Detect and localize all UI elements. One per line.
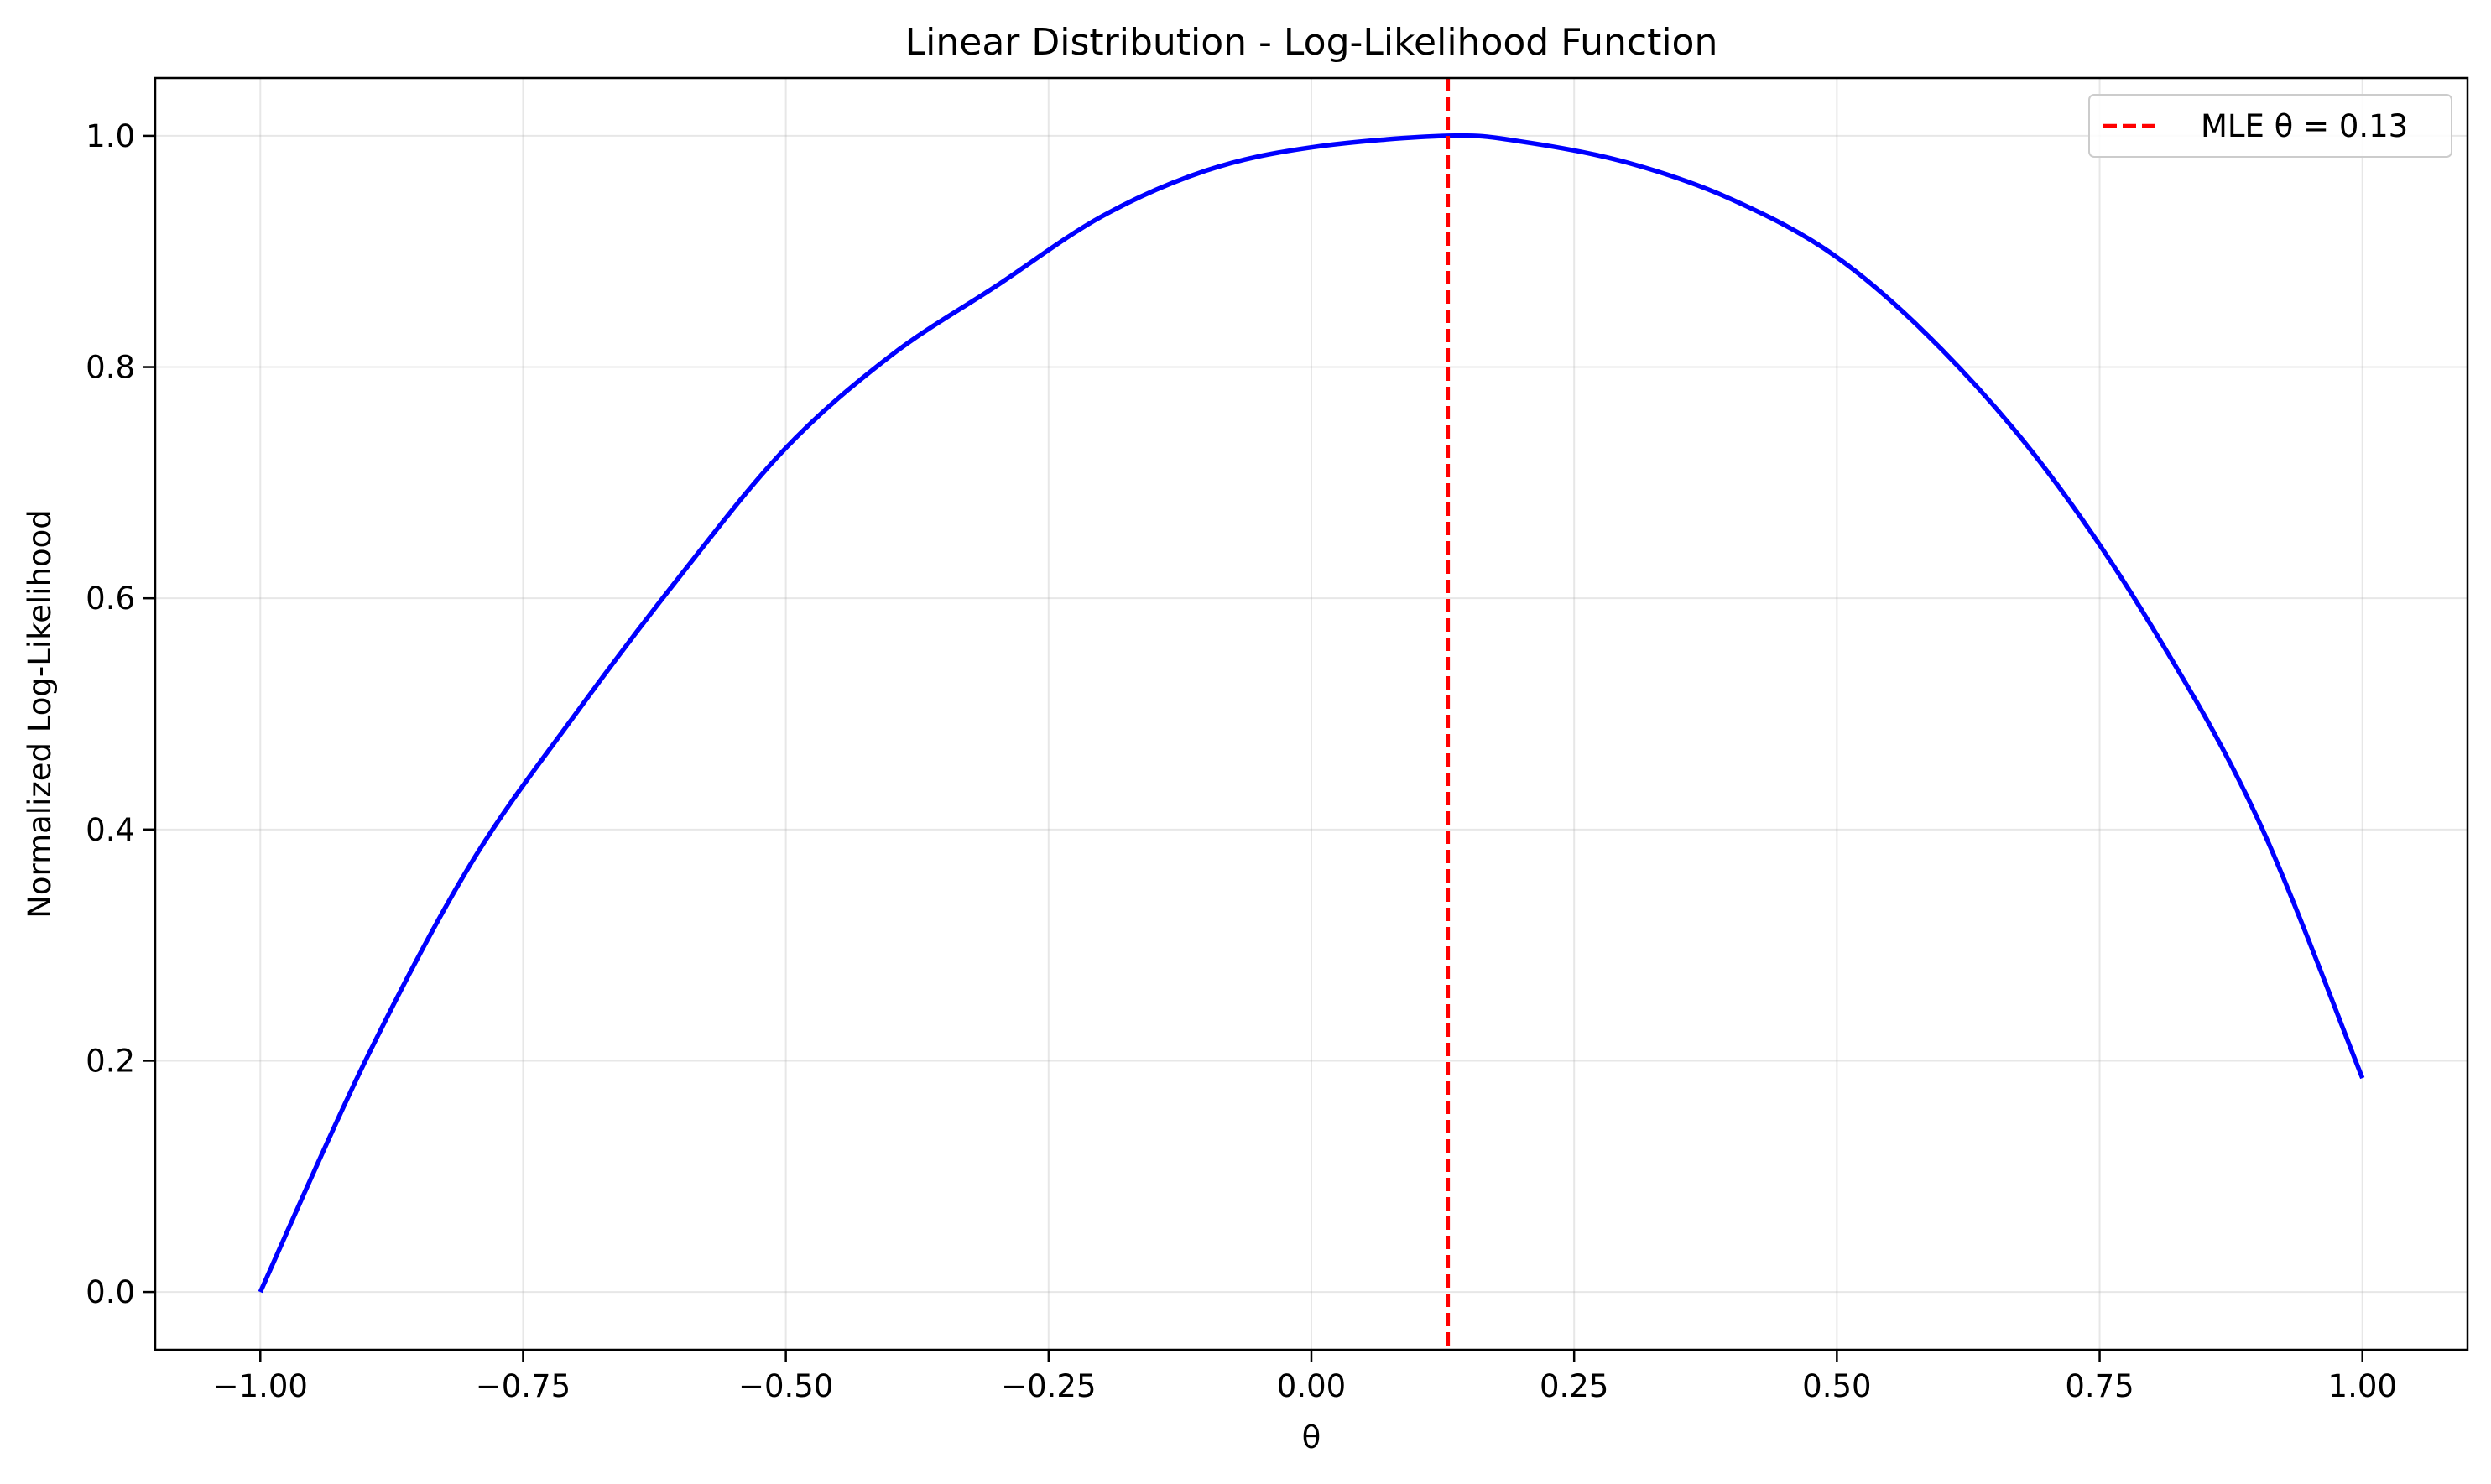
- x-tick-label: 0.75: [2065, 1368, 2134, 1404]
- x-tick-label: 0.00: [1277, 1368, 1346, 1404]
- y-tick-label: 0.4: [86, 812, 135, 848]
- y-axis-label: Normalized Log-Likelihood: [22, 509, 58, 919]
- x-tick-label: 1.00: [2328, 1368, 2397, 1404]
- y-tick-label: 0.8: [86, 350, 135, 386]
- x-axis-ticks: −1.00 −0.75 −0.50 −0.25 0.00 0.25 0.50 0.75 1.00: [213, 1350, 2397, 1404]
- legend-box: [2088, 94, 2452, 158]
- y-tick-label: 0.6: [86, 581, 135, 617]
- x-tick-label: −1.00: [213, 1368, 308, 1404]
- legend-label-mle: MLE θ = 0.13: [2201, 108, 2408, 144]
- x-tick-label: 0.50: [1802, 1368, 1871, 1404]
- grid: [155, 78, 2468, 1350]
- series-line-log-likelihood: [258, 133, 2365, 1294]
- x-axis-label: θ: [1302, 1419, 1321, 1455]
- x-tick-label: −0.25: [1001, 1368, 1096, 1404]
- y-axis-ticks: 0.0 0.2 0.4 0.6 0.8 1.0: [86, 118, 155, 1310]
- x-tick-label: −0.50: [738, 1368, 833, 1404]
- x-tick-label: 0.25: [1540, 1368, 1608, 1404]
- y-tick-label: 1.0: [86, 118, 135, 154]
- legend: MLE θ = 0.13: [2088, 94, 2452, 158]
- x-tick-label: −0.75: [476, 1368, 571, 1404]
- y-tick-label: 0.0: [86, 1274, 135, 1310]
- chart-title: Linear Distribution - Log-Likelihood Fun…: [905, 21, 1718, 64]
- plot-data: [258, 78, 2365, 1350]
- y-tick-label: 0.2: [86, 1043, 135, 1079]
